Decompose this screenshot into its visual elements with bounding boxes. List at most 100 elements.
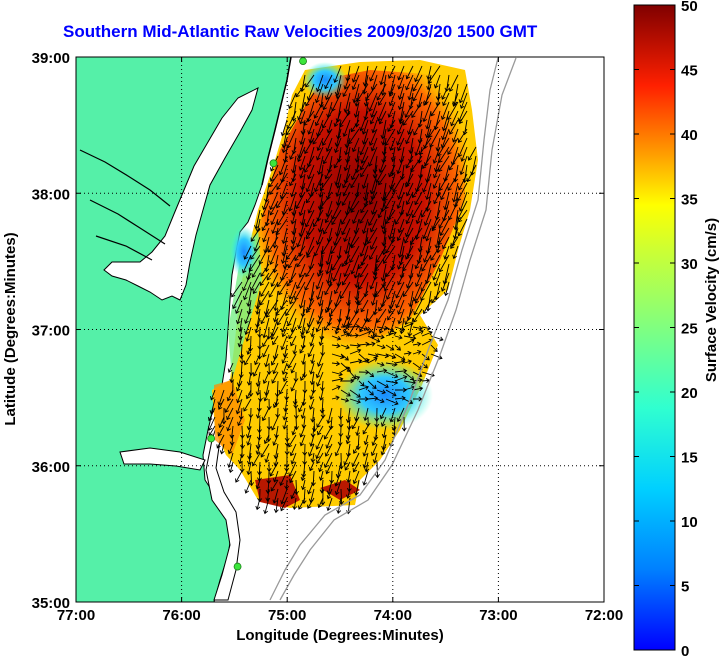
velocity-arrow: [369, 65, 378, 82]
velocity-arrow: [376, 398, 385, 404]
velocity-arrow: [307, 479, 315, 495]
radar-station-marker: [207, 434, 216, 443]
velocity-arrow: [371, 434, 378, 447]
velocity-arrow: [278, 281, 288, 296]
velocity-arrow: [316, 263, 324, 277]
velocity-arrow: [435, 83, 441, 101]
velocity-arrow: [394, 344, 401, 351]
velocity-arrow: [260, 443, 270, 458]
velocity-arrow: [227, 443, 234, 455]
velocity-arrow: [304, 137, 315, 155]
velocity-arrow: [288, 326, 297, 340]
velocity-arrow: [420, 200, 432, 218]
velocity-arrow: [261, 407, 270, 422]
velocity-arrow: [430, 101, 441, 117]
velocity-arrow: [359, 110, 369, 132]
y-tick-label: 36:00: [32, 459, 70, 476]
velocity-arrow: [421, 254, 432, 272]
velocity-arrow: [289, 443, 297, 457]
velocity-arrow: [397, 299, 405, 315]
velocity-arrow: [298, 155, 306, 171]
velocity-arrow: [317, 425, 324, 436]
velocity-arrow: [412, 281, 423, 302]
velocity-arrow: [261, 191, 270, 211]
velocity-arrow: [351, 137, 360, 153]
velocity-arrow: [255, 443, 261, 455]
velocity-arrow: [414, 254, 423, 270]
velocity-arrow: [351, 452, 360, 468]
velocity-arrow: [407, 119, 414, 135]
velocity-arrow: [334, 470, 342, 487]
velocity-arrow: [288, 461, 297, 477]
velocity-arrow: [402, 281, 414, 298]
bathymetry-contour-2: [279, 57, 517, 601]
velocity-arrow: [322, 92, 333, 111]
velocity-arrow: [414, 290, 423, 304]
velocity-arrow: [350, 200, 360, 213]
colorbar-tick-label: 50: [681, 0, 698, 15]
velocity-arrow: [394, 375, 408, 382]
velocity-arrow: [275, 218, 288, 236]
velocity-arrow: [289, 173, 297, 187]
velocity-arrow: [358, 380, 365, 387]
velocity-arrow: [385, 389, 397, 397]
velocity-arrow: [414, 137, 423, 157]
velocity-arrow: [316, 155, 324, 176]
velocity-arrow: [266, 398, 272, 411]
velocity-arrow: [270, 479, 279, 492]
velocity-arrow: [240, 434, 245, 449]
velocity-arrow: [351, 74, 360, 91]
velocity-arrow: [369, 173, 378, 195]
velocity-arrow: [385, 380, 399, 385]
velocity-arrow: [426, 65, 432, 80]
velocity-arrow: [363, 434, 369, 446]
velocity-arrow: [358, 385, 369, 391]
velocity-arrow: [349, 389, 361, 398]
velocity-arrow: [349, 343, 361, 349]
velocity-arrow: [324, 452, 333, 469]
velocity-arrow: [447, 173, 459, 191]
velocity-arrow: [333, 227, 342, 246]
velocity-arrow: [305, 263, 315, 278]
velocity-arrow: [441, 110, 450, 132]
velocity-arrow: [334, 443, 342, 457]
y-tick-label: 38:00: [32, 186, 70, 203]
velocity-arrow: [344, 236, 351, 255]
velocity-arrow: [416, 263, 423, 278]
velocity-arrow: [297, 101, 306, 121]
velocity-arrow: [244, 317, 252, 336]
velocity-arrow: [324, 209, 333, 224]
velocity-arrow: [432, 146, 441, 164]
velocity-arrow: [397, 65, 405, 81]
velocity-arrow: [288, 92, 297, 110]
velocity-arrow: [378, 173, 387, 186]
velocity-arrow: [281, 326, 288, 338]
velocity-arrow: [312, 416, 317, 433]
velocity-arrow: [340, 366, 350, 373]
velocity-arrow: [298, 182, 306, 199]
velocity-arrow: [385, 398, 399, 406]
velocity-arrow: [207, 407, 216, 422]
velocity-arrow: [429, 128, 441, 148]
velocity-arrow: [374, 461, 380, 479]
velocity-arrow: [352, 209, 360, 225]
velocity-arrow: [316, 416, 324, 428]
velocity-arrow: [288, 281, 297, 300]
velocity-arrow: [344, 137, 351, 156]
albemarle-sound: [119, 447, 206, 471]
velocity-arrow: [276, 191, 288, 209]
velocity-arrow: [395, 281, 405, 299]
velocity-arrow: [388, 164, 396, 178]
velocity-arrow: [305, 92, 315, 107]
velocity-arrow: [264, 452, 270, 463]
velocity-arrow: [241, 254, 252, 274]
velocity-arrow: [349, 348, 362, 355]
velocity-arrow: [423, 245, 432, 263]
velocity-arrow: [384, 191, 396, 210]
velocity-arrow: [281, 227, 288, 245]
velocity-arrow: [265, 479, 271, 494]
velocity-arrow: [430, 344, 438, 353]
velocity-arrows: [207, 65, 477, 515]
velocity-arrow: [359, 317, 369, 333]
x-tick-label: 76:00: [162, 607, 200, 624]
